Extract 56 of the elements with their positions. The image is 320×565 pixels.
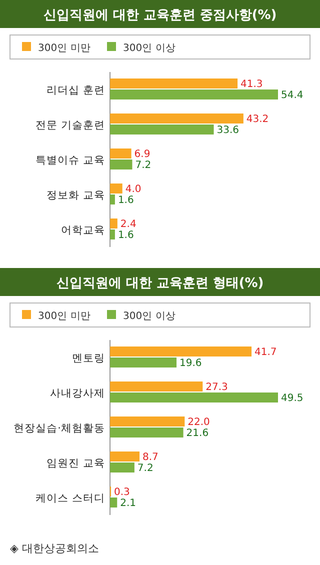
- bar: [110, 218, 118, 228]
- bar: [110, 114, 244, 124]
- text: ◈ 대한상공회의소: [10, 542, 99, 555]
- y-tick-label: 전문 기술훈련: [36, 120, 105, 132]
- bar: [110, 358, 177, 368]
- y-tick-label: 리더십 훈련: [46, 84, 105, 96]
- data-label: 0.3: [114, 487, 130, 498]
- bar: [110, 148, 132, 158]
- y-tick-label: 멘토링: [72, 352, 105, 364]
- y-tick-label: 정보화 교육: [46, 190, 105, 202]
- data-label: 21.6: [186, 428, 209, 439]
- data-label: 7.2: [135, 160, 152, 171]
- data-label: 1.6: [118, 195, 134, 206]
- data-label: 1.6: [118, 230, 134, 241]
- bar: [110, 416, 185, 426]
- data-label: 6.9: [134, 149, 150, 160]
- data-label: 2.4: [120, 219, 136, 230]
- bar: [110, 462, 134, 472]
- legend-label: 300인 이상: [123, 43, 176, 54]
- data-label: 41.3: [240, 79, 263, 90]
- legend-label: 300인 이상: [123, 311, 176, 322]
- data-label: 54.4: [281, 90, 304, 101]
- y-tick-label: 특별이슈 교육: [36, 154, 105, 166]
- bar: [110, 184, 122, 194]
- chart-title: 신입직원에 대한 교육훈련 형태(%): [56, 276, 264, 291]
- y-tick-label: 사내강사제: [50, 388, 105, 400]
- data-label: 43.2: [246, 114, 269, 125]
- data-label: 8.7: [142, 452, 158, 463]
- bar: [110, 382, 203, 392]
- bar: [110, 392, 278, 402]
- y-tick-label: 어학교육: [61, 224, 105, 236]
- bar: [110, 78, 238, 88]
- chart-title: 신입직원에 대한 교육훈련 중점사항(%): [43, 8, 277, 23]
- y-tick-label: 케이스 스터디: [36, 492, 105, 504]
- bar: [110, 160, 132, 170]
- bar: [110, 90, 278, 100]
- data-label: 2.1: [120, 498, 136, 509]
- bar: [110, 230, 115, 240]
- bar: [110, 498, 118, 508]
- data-label: 4.0: [125, 184, 142, 195]
- legend-label: 300인 미만: [38, 43, 90, 54]
- data-label: 7.2: [137, 463, 154, 474]
- data-label: 33.6: [216, 125, 240, 136]
- y-tick-label: 현장실습·체험활동: [14, 422, 105, 434]
- bar: [110, 194, 115, 204]
- data-label: 49.5: [281, 393, 304, 404]
- bar: [110, 428, 184, 438]
- legend-label: 300인 미만: [38, 311, 90, 322]
- bar: [110, 346, 252, 356]
- bar: [110, 124, 214, 134]
- data-label: 27.3: [206, 382, 228, 393]
- data-label: 22.0: [188, 417, 210, 428]
- data-label: 41.7: [254, 347, 277, 358]
- y-tick-label: 임원진 교육: [46, 458, 105, 470]
- data-label: 19.6: [180, 358, 202, 369]
- bar: [110, 452, 140, 462]
